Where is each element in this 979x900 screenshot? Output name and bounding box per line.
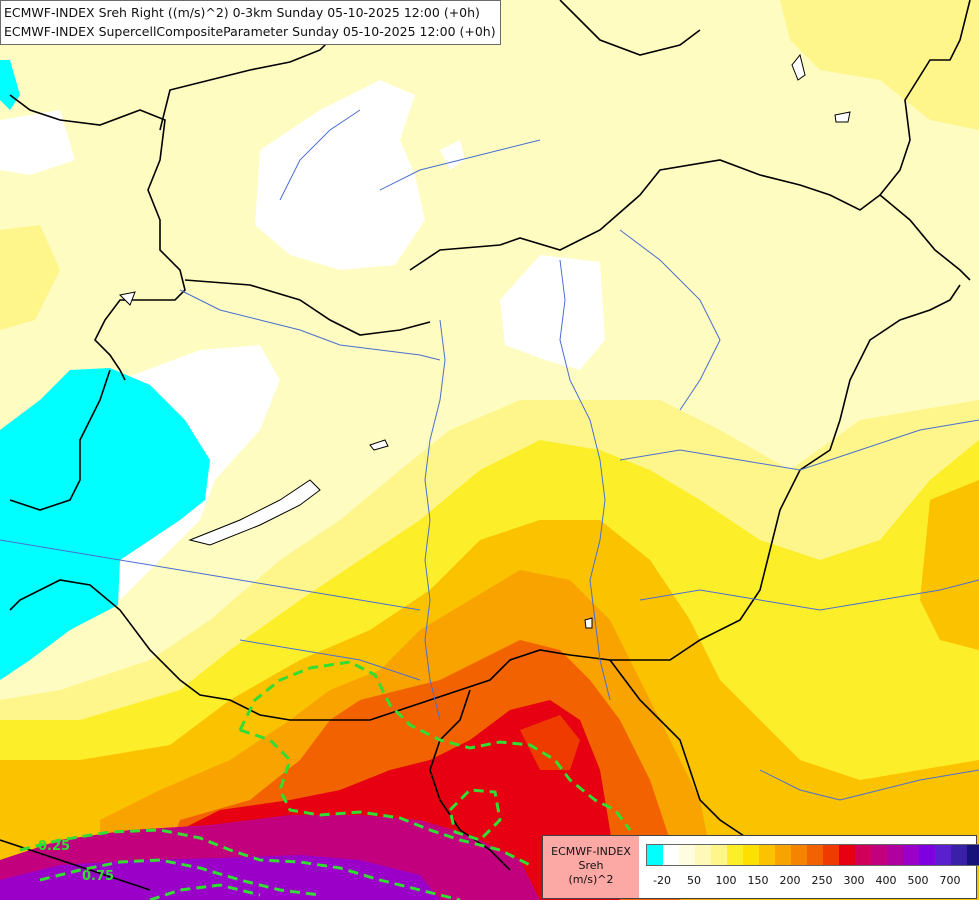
- sreh-white-area: [440, 140, 465, 170]
- legend-tick-label: 300: [843, 874, 865, 887]
- scp-contours: [19, 660, 632, 900]
- legend-swatch: [839, 845, 855, 865]
- lakes: [118, 53, 851, 629]
- legend-swatch: [647, 845, 663, 865]
- legend-swatch: [919, 845, 935, 865]
- legend-tick-label: 100: [715, 874, 737, 887]
- legend-name-line: Sreh: [578, 859, 604, 872]
- sreh-cyan-area: [0, 60, 20, 110]
- legend-swatch: [711, 845, 727, 865]
- legend-ticks: -20 50 100 150 200 250 300 400 500 700: [646, 874, 971, 890]
- legend-swatches: [646, 844, 979, 866]
- legend-tick-label: 50: [687, 874, 701, 887]
- map-title-line: ECMWF-INDEX SupercellCompositeParameter …: [4, 24, 496, 39]
- rivers: [0, 109, 979, 801]
- sreh-white-area: [255, 80, 425, 270]
- legend-swatch: [855, 845, 871, 865]
- legend-tick-label: 250: [811, 874, 833, 887]
- sreh-purple: [0, 855, 440, 900]
- legend-swatch: [663, 845, 679, 865]
- legend-swatch: [727, 845, 743, 865]
- legend-swatch: [935, 845, 951, 865]
- sreh-gold: [920, 480, 979, 650]
- legend-tick-label: 400: [875, 874, 897, 887]
- sreh-red-core: [520, 715, 580, 770]
- legend-swatch: [951, 845, 967, 865]
- legend-swatch: [775, 845, 791, 865]
- legend-swatch: [759, 845, 775, 865]
- legend-swatch: [679, 845, 695, 865]
- legend-tick-label: -20: [653, 874, 671, 887]
- legend-swatch: [903, 845, 919, 865]
- legend-swatch: [823, 845, 839, 865]
- legend-tick-label: 700: [939, 874, 961, 887]
- legend-tick-label: 200: [779, 874, 801, 887]
- legend-swatch: [887, 845, 903, 865]
- legend-tick-label: 500: [907, 874, 929, 887]
- legend-swatch: [791, 845, 807, 865]
- sreh-white-area: [0, 110, 75, 175]
- legend-name-line: ECMWF-INDEX: [551, 845, 631, 858]
- sreh-light-yellow: [0, 225, 60, 330]
- legend-swatch: [967, 845, 979, 865]
- map-title-line: ECMWF-INDEX Sreh Right ((m/s)^2) 0-3km S…: [4, 5, 480, 20]
- contour-label: 0.25: [38, 839, 70, 854]
- contour-label: 0.75: [82, 869, 114, 884]
- sreh-white-area: [500, 255, 605, 370]
- legend-swatch: [807, 845, 823, 865]
- legend-swatch: [695, 845, 711, 865]
- legend-swatch: [743, 845, 759, 865]
- legend-name: ECMWF-INDEX Sreh (m/s)^2: [543, 836, 639, 898]
- map-title-box: ECMWF-INDEX Sreh Right ((m/s)^2) 0-3km S…: [0, 0, 501, 45]
- legend-swatch: [871, 845, 887, 865]
- sreh-cyan-area: [0, 368, 210, 680]
- color-legend: ECMWF-INDEX Sreh (m/s)^2 -20 50 100 150 200 2…: [542, 835, 979, 899]
- legend-tick-label: 150: [747, 874, 769, 887]
- legend-name-line: (m/s)^2: [568, 873, 614, 886]
- sreh-light-yellow: [780, 0, 979, 130]
